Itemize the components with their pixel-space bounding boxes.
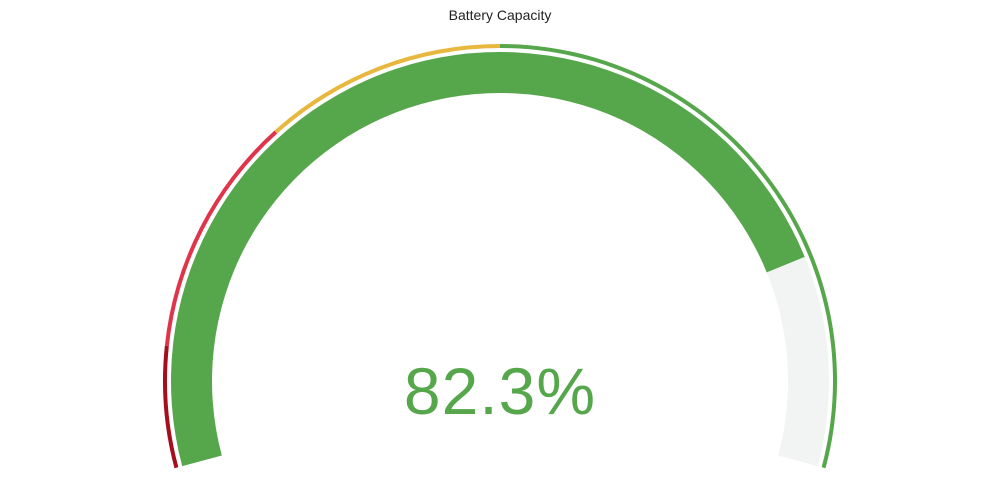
gauge-value-label: 82.3% (403, 354, 597, 428)
chart-title: Battery Capacity (448, 7, 552, 23)
threshold-segment-0 (163, 345, 179, 469)
